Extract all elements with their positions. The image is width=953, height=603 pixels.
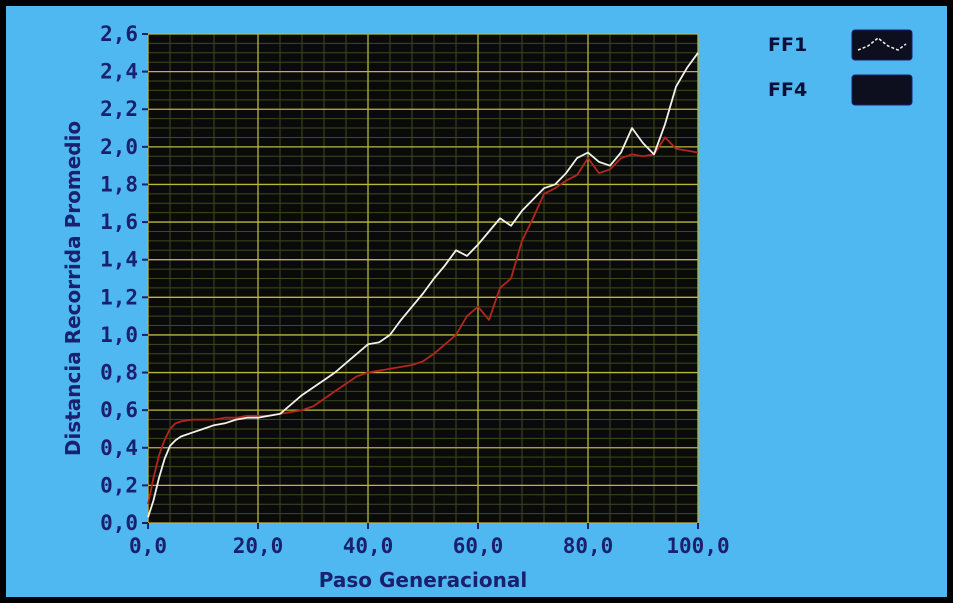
x-tick-label: 40,0 <box>343 534 394 558</box>
x-tick-label: 0,0 <box>129 534 167 558</box>
legend: FF1 FF4 <box>768 29 913 106</box>
y-tick-label: 2,4 <box>100 60 138 84</box>
y-tick-label: 1,0 <box>100 323 138 347</box>
tick-layer: 0,0 0,2 0,4 0,6 0,8 1,0 1,2 1,4 1,6 1,8 2,0 2,2 2,4 2… <box>100 22 730 558</box>
x-tick-label: 20,0 <box>233 534 284 558</box>
y-tick-label: 1,8 <box>100 172 138 196</box>
y-tick-label: 0,6 <box>100 398 138 422</box>
y-tick-label: 2,6 <box>100 22 138 46</box>
legend-label-ff1: FF1 <box>768 34 807 56</box>
series-line-ff4 <box>147 136 699 505</box>
y-tick-label: 0,8 <box>100 361 138 385</box>
legend-swatch-ff1 <box>851 29 913 61</box>
y-tick-label: 0,2 <box>100 473 138 497</box>
y-tick-label: 2,0 <box>100 135 138 159</box>
y-tick-label: 0,0 <box>100 511 138 535</box>
y-tick-label: 1,2 <box>100 285 138 309</box>
y-tick-label: 1,6 <box>100 210 138 234</box>
minor-grid <box>148 34 698 523</box>
x-tick-label: 60,0 <box>453 534 504 558</box>
legend-swatch-ff4 <box>851 74 913 106</box>
y-tick-label: 0,4 <box>100 436 138 460</box>
legend-label-ff4: FF4 <box>768 79 807 101</box>
x-tick-label: 80,0 <box>563 534 614 558</box>
y-axis-title: Distancia Recorrida Promedio <box>61 121 85 456</box>
y-tick-label: 1,4 <box>100 248 138 272</box>
x-axis-title: Paso Generacional <box>319 568 527 592</box>
series-line-ff1 <box>147 52 699 518</box>
y-tick-label: 2,2 <box>100 97 138 121</box>
major-grid <box>147 33 699 524</box>
x-tick-label: 100,0 <box>666 534 729 558</box>
series-layer <box>147 52 699 518</box>
